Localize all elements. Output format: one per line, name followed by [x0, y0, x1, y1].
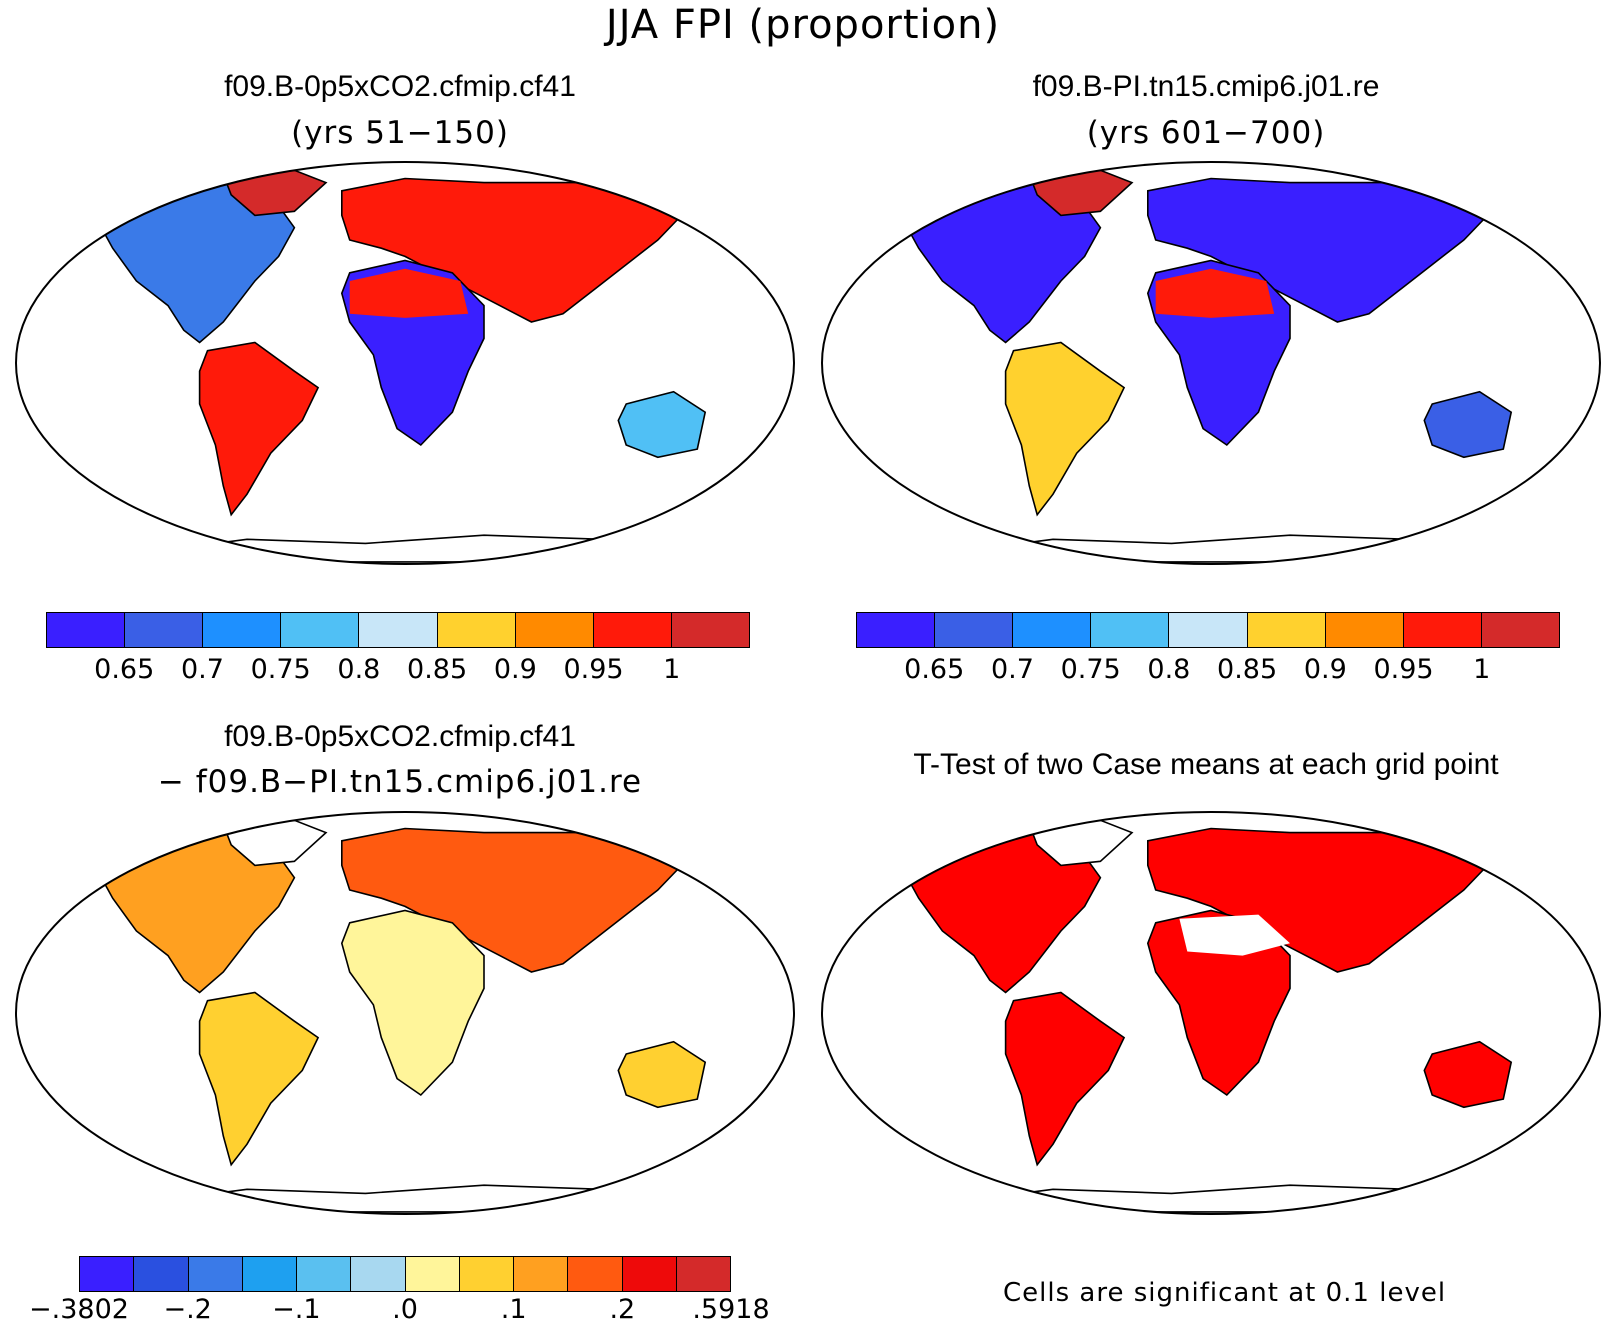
- panel-3-subtitle: − f09.B−PI.tn15.cmip6.j01.re: [157, 764, 643, 800]
- colorbar-tick-label: −.2: [163, 1294, 212, 1325]
- colorbar-swatch: [1325, 613, 1404, 647]
- panel-2-subtitle: (yrs 601−700): [1086, 115, 1326, 151]
- continent-australia: [1423, 1040, 1513, 1109]
- continent-antarctica: [152, 534, 682, 563]
- colorbar-tick-label: 0.7: [180, 654, 224, 685]
- colorbar-tick-label: 0.85: [407, 654, 468, 685]
- continent-australia: [617, 390, 707, 459]
- colorbar-swatch: [47, 613, 126, 647]
- continent-africa: [340, 909, 485, 1097]
- colorbar-labels-panel-2: 0.65 0.7 0.75 0.8 0.85 0.9 0.95 1: [856, 654, 1560, 688]
- colorbar-tick-label: 0.65: [904, 654, 965, 685]
- colorbar-swatch: [80, 1257, 135, 1291]
- panel-1-subtitle: (yrs 51−150): [291, 115, 509, 151]
- colorbar-swatch: [1481, 613, 1559, 647]
- colorbar-panel-3: [79, 1256, 731, 1292]
- colorbar-swatch: [281, 613, 360, 647]
- colorbar-swatch: [514, 1257, 569, 1291]
- colorbar-swatch: [203, 613, 282, 647]
- colorbar-tick-label: 0.9: [493, 654, 537, 685]
- colorbar-panel-1: [46, 612, 750, 648]
- continent-antarctica: [958, 1184, 1488, 1213]
- map-panel-3: [15, 811, 795, 1215]
- colorbar-tick-label: 1: [1473, 654, 1491, 685]
- colorbar-swatch: [1403, 613, 1482, 647]
- colorbar-labels-panel-3: −.3802 −.2 −.1 .0 .1 .2 .5918: [29, 1294, 770, 1328]
- continent-samerica: [1004, 991, 1126, 1167]
- map-border: [821, 811, 1601, 1215]
- colorbar-swatch: [1247, 613, 1326, 647]
- continent-antarctica: [958, 534, 1488, 563]
- colorbar-tick-label: 0.75: [250, 654, 311, 685]
- colorbar-swatch: [359, 613, 438, 647]
- map-border: [15, 811, 795, 1215]
- colorbar-tick-label: .5918: [692, 1294, 770, 1325]
- colorbar-tick-label: .2: [609, 1294, 636, 1325]
- sahara-region: [1155, 268, 1275, 318]
- colorbar-tick-label: 0.8: [1147, 654, 1191, 685]
- continent-samerica: [198, 991, 320, 1167]
- sahara-region: [349, 268, 469, 318]
- colorbar-swatch: [671, 613, 749, 647]
- main-title: JJA FPI (proportion): [605, 2, 1001, 48]
- panel-2-title: f09.B-PI.tn15.cmip6.j01.re: [1032, 70, 1380, 103]
- colorbar-swatch: [242, 1257, 297, 1291]
- colorbar-swatch: [134, 1257, 189, 1291]
- panel-3-title: f09.B-0p5xCO2.cfmip.cf41: [224, 720, 576, 753]
- continent-australia: [617, 1040, 707, 1109]
- continent-samerica: [198, 341, 320, 517]
- colorbar-swatch: [857, 613, 936, 647]
- colorbar-tick-label: 0.8: [337, 654, 381, 685]
- colorbar-tick-label: 0.75: [1060, 654, 1121, 685]
- colorbar-swatch: [351, 1257, 406, 1291]
- colorbar-swatch: [935, 613, 1014, 647]
- colorbar-tick-label: 0.95: [563, 654, 624, 685]
- panel-4-title: T-Test of two Case means at each grid po…: [913, 748, 1499, 781]
- colorbar-swatch: [437, 613, 516, 647]
- colorbar-tick-label: 0.9: [1303, 654, 1347, 685]
- colorbar-swatch: [593, 613, 672, 647]
- colorbar-tick-label: .0: [392, 1294, 418, 1325]
- map-panel-1: [15, 161, 795, 565]
- colorbar-tick-label: 0.7: [990, 654, 1034, 685]
- colorbar-tick-label: 0.85: [1217, 654, 1278, 685]
- panel-1-title: f09.B-0p5xCO2.cfmip.cf41: [224, 70, 576, 103]
- colorbar-tick-label: −.3802: [29, 1294, 129, 1325]
- colorbar-panel-2: [856, 612, 1560, 648]
- colorbar-swatch: [297, 1257, 352, 1291]
- map-border: [15, 161, 795, 565]
- continent-australia: [1423, 390, 1513, 459]
- colorbar-tick-label: 0.65: [94, 654, 155, 685]
- colorbar-swatch: [188, 1257, 243, 1291]
- colorbar-swatch: [459, 1257, 514, 1291]
- non-significant-region: [1179, 914, 1290, 956]
- significance-note: Cells are significant at 0.1 level: [1003, 1278, 1447, 1308]
- continent-samerica: [1004, 341, 1126, 517]
- colorbar-swatch: [125, 613, 204, 647]
- colorbar-swatch: [515, 613, 594, 647]
- colorbar-swatch: [622, 1257, 677, 1291]
- colorbar-swatch: [676, 1257, 730, 1291]
- map-border: [821, 161, 1601, 565]
- colorbar-tick-label: 0.95: [1373, 654, 1434, 685]
- colorbar-swatch: [1091, 613, 1170, 647]
- colorbar-tick-label: .1: [500, 1294, 527, 1325]
- map-panel-2: [821, 161, 1601, 565]
- continent-antarctica: [152, 1184, 682, 1213]
- colorbar-swatch: [1169, 613, 1248, 647]
- colorbar-swatch: [1013, 613, 1092, 647]
- colorbar-tick-label: 1: [663, 654, 681, 685]
- map-panel-4: [821, 811, 1601, 1215]
- colorbar-tick-label: −.1: [272, 1294, 321, 1325]
- colorbar-swatch: [405, 1257, 460, 1291]
- colorbar-labels-panel-1: 0.65 0.7 0.75 0.8 0.85 0.9 0.95 1: [46, 654, 750, 688]
- colorbar-swatch: [568, 1257, 623, 1291]
